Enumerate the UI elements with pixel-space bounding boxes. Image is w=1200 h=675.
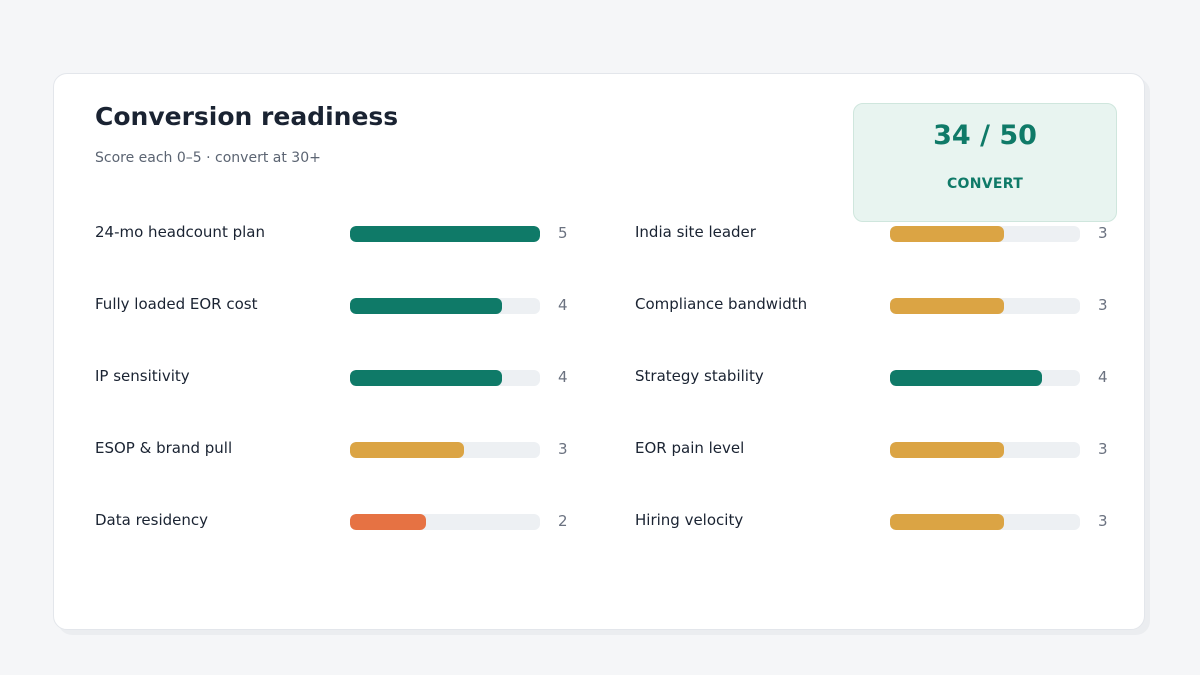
criterion-label: Strategy stability: [635, 367, 764, 385]
score-bar-fill: [350, 298, 502, 314]
score-bar-track: [890, 370, 1080, 386]
score-bar-track: [350, 370, 540, 386]
criterion-score: 2: [558, 512, 568, 530]
card-subtitle: Score each 0–5 · convert at 30+: [95, 150, 321, 166]
criterion-row: 24-mo headcount plan 5: [95, 222, 575, 246]
criterion-row: Compliance bandwidth 3: [635, 294, 1115, 318]
score-verdict-label: CONVERT: [946, 176, 1024, 192]
score-bar-track: [350, 442, 540, 458]
criterion-score: 3: [558, 440, 568, 458]
criterion-label: Fully loaded EOR cost: [95, 295, 258, 313]
criterion-score: 3: [1098, 296, 1108, 314]
score-bar-track: [890, 226, 1080, 242]
score-bar-track: [350, 514, 540, 530]
criterion-score: 3: [1098, 512, 1108, 530]
criterion-label: 24-mo headcount plan: [95, 223, 265, 241]
criterion-row: India site leader 3: [635, 222, 1115, 246]
criterion-label: IP sensitivity: [95, 367, 190, 385]
criterion-label: Hiring velocity: [635, 511, 744, 529]
score-bar-fill: [890, 298, 1004, 314]
readiness-card: Conversion readiness Score each 0–5 · co…: [53, 73, 1145, 630]
score-bar-fill: [890, 226, 1004, 242]
criterion-score: 3: [1098, 224, 1108, 242]
criterion-row: ESOP & brand pull 3: [95, 438, 575, 462]
card-title: Conversion readiness: [95, 102, 399, 131]
criterion-score: 3: [1098, 440, 1108, 458]
criterion-row: Hiring velocity 3: [635, 510, 1115, 534]
criterion-label: EOR pain level: [635, 439, 745, 457]
criterion-score: 4: [558, 296, 568, 314]
total-score-value: 34 / 50: [933, 120, 1037, 151]
criterion-score: 4: [558, 368, 568, 386]
criterion-label: Data residency: [95, 511, 209, 529]
criterion-score: 5: [558, 224, 568, 242]
score-bar-fill: [350, 226, 540, 242]
score-bar-fill: [350, 370, 502, 386]
score-bar-fill: [350, 442, 464, 458]
criterion-row: Fully loaded EOR cost 4: [95, 294, 575, 318]
score-bar-track: [890, 514, 1080, 530]
criterion-label: Compliance bandwidth: [635, 295, 808, 313]
criterion-label: India site leader: [635, 223, 756, 241]
criterion-row: Strategy stability 4: [635, 366, 1115, 390]
score-bar-fill: [890, 370, 1042, 386]
criterion-label: ESOP & brand pull: [95, 439, 233, 457]
criterion-row: Data residency 2: [95, 510, 575, 534]
criterion-row: IP sensitivity 4: [95, 366, 575, 390]
criterion-row: EOR pain level 3: [635, 438, 1115, 462]
score-bar-track: [350, 226, 540, 242]
score-bar-track: [350, 298, 540, 314]
total-score-panel: 34 / 50 CONVERT: [853, 103, 1117, 222]
score-bar-fill: [890, 514, 1004, 530]
criterion-score: 4: [1098, 368, 1108, 386]
score-bar-fill: [350, 514, 426, 530]
score-bar-track: [890, 298, 1080, 314]
score-bar-track: [890, 442, 1080, 458]
score-bar-fill: [890, 442, 1004, 458]
